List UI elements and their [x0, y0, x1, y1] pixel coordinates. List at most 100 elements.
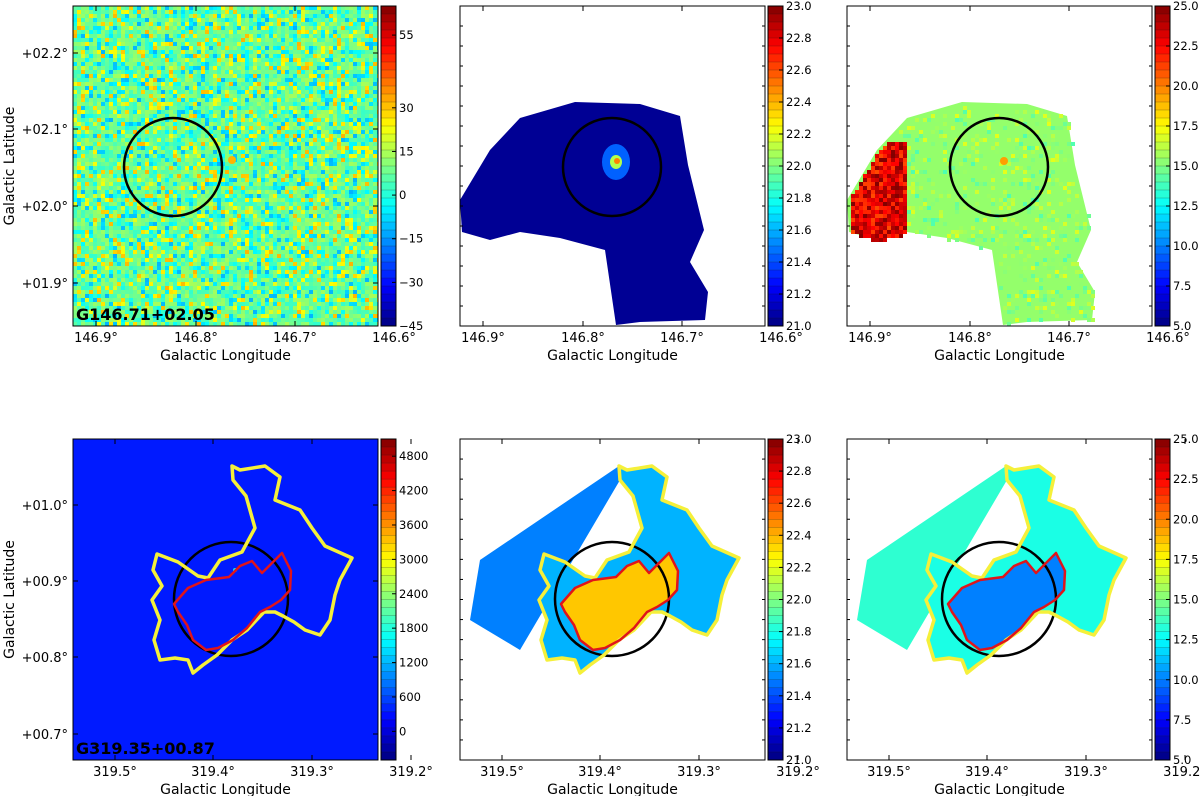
- heatmap-cell: [281, 254, 285, 258]
- heatmap-cell: [277, 122, 281, 126]
- heatmap-cell: [213, 22, 217, 26]
- heatmap-cell: [181, 238, 185, 242]
- heatmap-cell: [249, 110, 253, 114]
- heatmap-cell: [337, 234, 341, 238]
- heatmap-cell: [337, 230, 341, 234]
- heatmap-cell: [121, 130, 125, 134]
- heatmap-cell: [77, 26, 81, 30]
- heatmap-cell: [325, 14, 329, 18]
- heatmap-cell: [213, 178, 217, 182]
- heatmap-cell: [105, 254, 109, 258]
- heatmap-cell: [261, 150, 265, 154]
- heatmap-cell: [181, 94, 185, 98]
- heatmap-cell: [321, 210, 325, 214]
- heatmap-cell: [353, 94, 357, 98]
- heatmap-cell: [281, 246, 285, 250]
- heatmap-cell: [157, 154, 161, 158]
- heatmap-cell: [205, 258, 209, 262]
- heatmap-cell: [249, 130, 253, 134]
- heatmap-cell: [353, 186, 357, 190]
- heatmap-cell: [349, 22, 353, 26]
- heatmap-cell: [309, 210, 313, 214]
- heatmap-cell: [153, 74, 157, 78]
- heatmap-cell: [133, 230, 137, 234]
- heatmap-cell: [129, 10, 133, 14]
- heatmap-cell: [113, 6, 117, 10]
- heatmap-cell: [277, 214, 281, 218]
- heatmap-cell: [109, 58, 113, 62]
- heatmap-cell: [73, 50, 77, 54]
- heatmap-cell: [265, 238, 269, 242]
- heatmap-cell: [301, 162, 305, 166]
- heatmap-cell: [161, 158, 165, 162]
- heatmap-cell: [341, 118, 345, 122]
- heatmap-cell: [301, 158, 305, 162]
- heatmap-cell: [293, 258, 297, 262]
- heatmap-cell: [185, 10, 189, 14]
- heatmap-cell: [201, 250, 205, 254]
- heatmap-cell: [145, 42, 149, 46]
- heatmap-cell: [77, 178, 81, 182]
- heatmap-cell: [77, 262, 81, 266]
- heatmap-cell: [305, 178, 309, 182]
- heatmap-cell: [125, 54, 129, 58]
- heatmap-cell: [181, 146, 185, 150]
- heatmap-cell: [301, 174, 305, 178]
- heatmap-cell: [249, 54, 253, 58]
- heatmap-cell: [265, 174, 269, 178]
- heatmap-cell: [73, 194, 77, 198]
- heatmap-cell: [349, 218, 353, 222]
- heatmap-cell: [181, 42, 185, 46]
- heatmap-cell: [77, 86, 81, 90]
- heatmap-cell: [149, 46, 153, 50]
- heatmap-cell: [281, 94, 285, 98]
- heatmap-cell: [333, 146, 337, 150]
- heatmap-cell: [161, 254, 165, 258]
- heatmap-cell: [365, 110, 369, 114]
- heatmap-cell: [121, 134, 125, 138]
- heatmap-cell: [153, 190, 157, 194]
- heatmap-cell: [297, 190, 301, 194]
- heatmap-cell: [121, 194, 125, 198]
- heatmap-cell: [205, 226, 209, 230]
- heatmap-cell: [141, 234, 145, 238]
- heatmap-cell: [309, 250, 313, 254]
- heatmap-cell: [85, 82, 89, 86]
- heatmap-cell: [221, 110, 225, 114]
- heatmap-cell: [113, 106, 117, 110]
- heatmap-cell: [257, 238, 261, 242]
- heatmap-cell: [113, 170, 117, 174]
- heatmap-cell: [233, 230, 237, 234]
- heatmap-cell: [369, 170, 373, 174]
- heatmap-cell: [225, 66, 229, 70]
- heatmap-cell: [169, 158, 173, 162]
- heatmap-cell: [165, 74, 169, 78]
- heatmap-cell: [285, 170, 289, 174]
- heatmap-cell: [297, 50, 301, 54]
- heatmap-cell: [229, 242, 233, 246]
- heatmap-cell: [309, 158, 313, 162]
- heatmap-cell: [141, 146, 145, 150]
- heatmap-cell: [353, 34, 357, 38]
- heatmap-cell: [341, 122, 345, 126]
- heatmap-cell: [281, 146, 285, 150]
- heatmap-cell: [129, 118, 133, 122]
- heatmap-cell: [289, 110, 293, 114]
- heatmap-cell: [257, 26, 261, 30]
- heatmap-cell: [361, 226, 365, 230]
- heatmap-cell: [165, 126, 169, 130]
- heatmap-cell: [369, 178, 373, 182]
- heatmap-cell: [81, 246, 85, 250]
- heatmap-cell: [133, 74, 137, 78]
- heatmap-cell: [329, 50, 333, 54]
- heatmap-cell: [277, 134, 281, 138]
- heatmap-cell: [117, 62, 121, 66]
- heatmap-cell: [201, 214, 205, 218]
- heatmap-cell: [321, 262, 325, 266]
- heatmap-cell: [81, 94, 85, 98]
- heatmap-cell: [273, 22, 277, 26]
- heatmap-cell: [161, 154, 165, 158]
- heatmap-cell: [177, 250, 181, 254]
- heatmap-cell: [73, 218, 77, 222]
- heatmap-cell: [217, 38, 221, 42]
